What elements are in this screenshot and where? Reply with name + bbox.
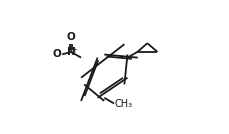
- Text: CH₃: CH₃: [114, 98, 132, 109]
- Text: ⁻: ⁻: [57, 48, 61, 57]
- Text: O: O: [67, 32, 75, 42]
- Text: O: O: [52, 49, 61, 59]
- Text: N: N: [67, 47, 75, 57]
- Text: +: +: [71, 47, 77, 53]
